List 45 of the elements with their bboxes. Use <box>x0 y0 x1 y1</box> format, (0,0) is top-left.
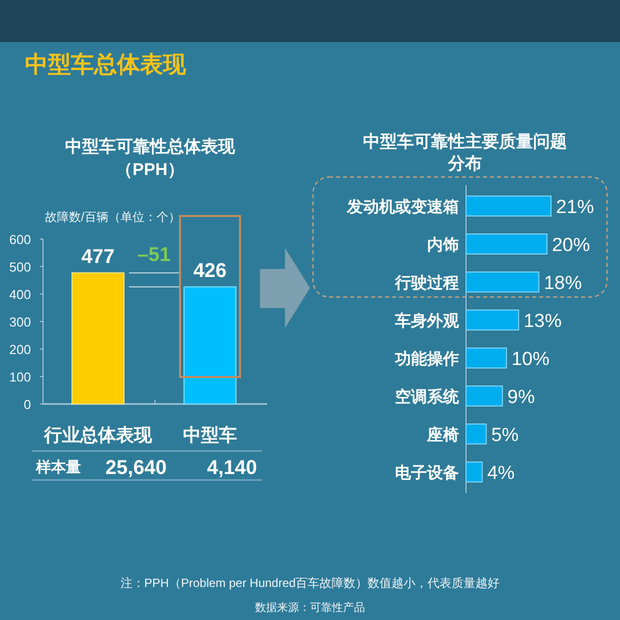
bar <box>466 348 507 368</box>
data-label: 18% <box>544 273 582 294</box>
y-tick-label: 发动机或变速箱 <box>346 198 459 216</box>
x-tick-label: 行业总体表现 <box>43 425 153 445</box>
y-tick-label: 300 <box>9 314 31 330</box>
y-axis-title: 故障数/百辆（单位：个） <box>45 210 180 224</box>
bar <box>466 234 548 254</box>
y-tick-label: 功能操作 <box>394 350 459 368</box>
y-tick-label: 100 <box>9 370 31 384</box>
y-tick-label: 500 <box>9 260 31 274</box>
y-tick-label: 600 <box>9 232 31 247</box>
annotation: –51 <box>137 244 171 266</box>
data-label: 21% <box>556 197 594 218</box>
data-label: 5% <box>491 425 519 446</box>
text: 25,640 <box>105 457 167 479</box>
bar <box>466 424 487 444</box>
data-label: 4% <box>487 463 515 484</box>
chart-title: 中型车可靠性主要质量问题分布 <box>363 132 567 174</box>
bar <box>466 310 520 330</box>
text: 中型车总体表现 <box>25 51 187 77</box>
y-tick-label: 0 <box>24 397 31 412</box>
text: 样本量 <box>35 459 81 476</box>
data-label: 9% <box>507 387 535 408</box>
y-tick-label: 座椅 <box>426 425 459 444</box>
text: 4,140 <box>206 457 258 479</box>
chart-title: 中型车可靠性总体表现（PPH） <box>65 137 236 179</box>
bar <box>466 462 483 482</box>
y-tick-label: 400 <box>9 287 31 302</box>
bar <box>466 196 552 216</box>
y-tick-label: 行驶过程 <box>394 274 459 292</box>
x-tick-label: 中型车 <box>183 425 237 445</box>
y-tick-label: 车身外观 <box>394 312 460 330</box>
y-tick-label: 内饰 <box>427 236 459 254</box>
y-tick-label: 200 <box>9 342 31 357</box>
data-label: 477 <box>81 246 115 268</box>
data-label: 10% <box>511 349 550 370</box>
data-label: 20% <box>552 235 590 256</box>
data-label: 13% <box>524 311 562 332</box>
text: 注：PPH（Problem per Hundred百车故障数）数值越小，代表质量越好 <box>120 576 500 590</box>
y-tick-label: 空调系统 <box>395 388 460 406</box>
source-note: 数据来源：可靠性产品 <box>255 601 365 614</box>
bar <box>466 386 503 406</box>
y-tick-label: 电子设备 <box>395 464 459 482</box>
data-label: 426 <box>193 260 227 282</box>
bar <box>466 272 540 292</box>
